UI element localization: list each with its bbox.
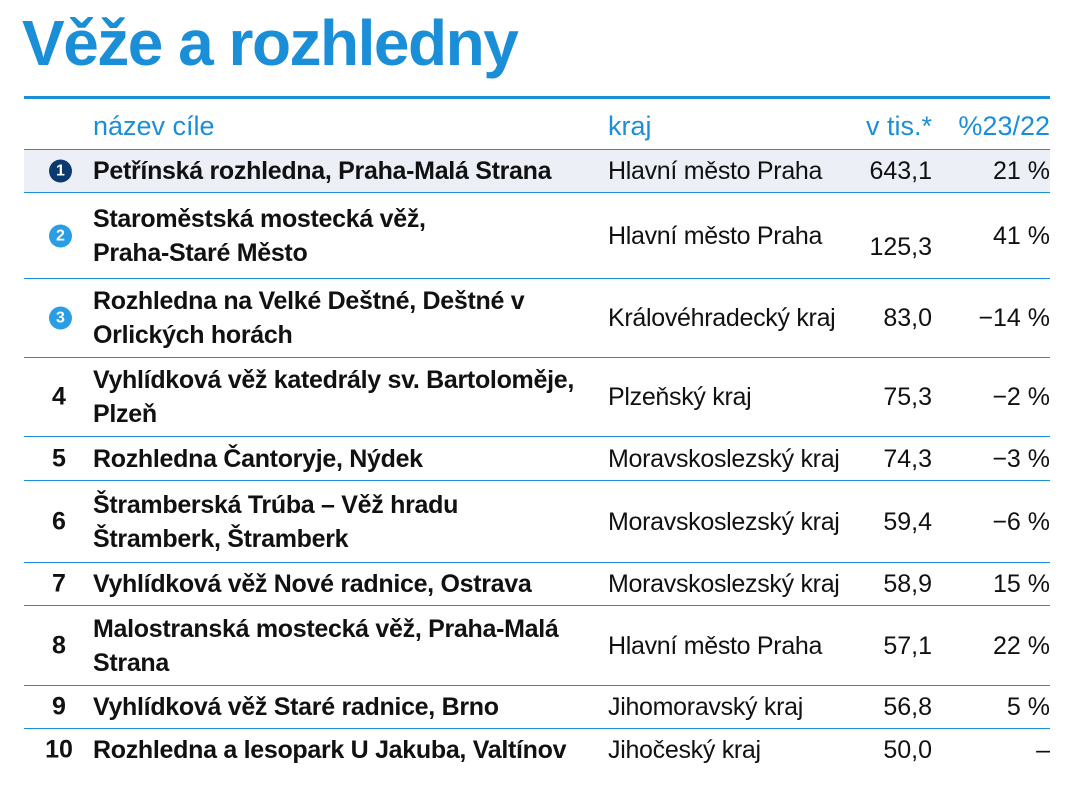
row-change: −2 % bbox=[992, 383, 1050, 411]
rank-badge: 3 bbox=[49, 306, 72, 330]
table-row: 9 Vyhlídková věž Staré radnice, Brno Jih… bbox=[24, 686, 1050, 729]
table-row: 6 Štramberská Trúba – Věž hradu Štramber… bbox=[24, 481, 1050, 563]
table-row: 4 Vyhlídková věž katedrály sv. Bartolomě… bbox=[24, 358, 1050, 437]
rank-badge: 2 bbox=[49, 224, 72, 247]
column-header-region: kraj bbox=[608, 111, 652, 141]
row-value: 643,1 bbox=[869, 157, 932, 185]
row-value: 58,9 bbox=[883, 570, 932, 598]
row-name: Vyhlídková věž Nové radnice, Ostrava bbox=[93, 570, 532, 598]
row-rank: 4 bbox=[52, 382, 66, 411]
row-region: Jihočeský kraj bbox=[608, 736, 761, 764]
table-header: název cíle kraj v tis.* %23/22 bbox=[24, 99, 1050, 150]
table-row: 10 Rozhledna a lesopark U Jakuba, Valtín… bbox=[24, 729, 1050, 771]
row-name: Štramberská Trúba – Věž hradu Štramberk,… bbox=[93, 490, 459, 553]
row-rank: 10 bbox=[45, 735, 73, 764]
row-value: 125,3 bbox=[869, 233, 932, 262]
rank-badge: 1 bbox=[49, 159, 72, 183]
row-name: Petřínská rozhledna, Praha-Malá Strana bbox=[93, 157, 552, 185]
row-name: Rozhledna Čantoryje, Nýdek bbox=[93, 444, 423, 473]
row-region: Moravskoslezský kraj bbox=[608, 507, 840, 536]
row-change: 41 % bbox=[993, 221, 1050, 250]
row-region: Moravskoslezský kraj bbox=[608, 570, 840, 598]
row-change: 22 % bbox=[993, 631, 1050, 660]
page-title: Věže a rozhledny bbox=[22, 7, 519, 79]
row-region: Plzeňský kraj bbox=[608, 383, 752, 411]
row-name: Malostranská mostecká věž, Praha-Malá St… bbox=[93, 614, 559, 677]
table-row: 5 Rozhledna Čantoryje, Nýdek Moravskosle… bbox=[24, 437, 1050, 481]
row-value: 59,4 bbox=[883, 507, 932, 536]
row-value: 57,1 bbox=[883, 631, 932, 660]
column-header-change: %23/22 bbox=[958, 111, 1050, 141]
row-region: Jihomoravský kraj bbox=[608, 693, 803, 721]
row-change: −14 % bbox=[978, 304, 1050, 332]
row-name: Vyhlídková věž katedrály sv. Bartoloměje… bbox=[93, 366, 574, 428]
row-region: Hlavní město Praha bbox=[608, 221, 823, 250]
table-row: 2 Staroměstská mostecká věž, Praha-Staré… bbox=[24, 193, 1050, 279]
row-name: Vyhlídková věž Staré radnice, Brno bbox=[93, 693, 499, 721]
row-value: 83,0 bbox=[883, 304, 932, 332]
row-name: Rozhledna na Velké Deštné, Deštné v Orli… bbox=[93, 287, 525, 349]
row-value: 75,3 bbox=[883, 383, 932, 411]
row-region: Hlavní město Praha bbox=[608, 157, 823, 185]
row-rank: 8 bbox=[52, 631, 66, 659]
table-row: 7 Vyhlídková věž Nové radnice, Ostrava M… bbox=[24, 563, 1050, 606]
row-name: Rozhledna a lesopark U Jakuba, Valtínov bbox=[93, 736, 567, 764]
row-region: Královéhradecký kraj bbox=[608, 304, 836, 332]
row-change: 21 % bbox=[993, 157, 1050, 185]
row-value: 56,8 bbox=[883, 693, 932, 721]
row-change: 5 % bbox=[1006, 693, 1050, 721]
row-rank: 9 bbox=[52, 692, 66, 721]
column-header-name: název cíle bbox=[93, 111, 215, 141]
row-rank: 5 bbox=[52, 444, 66, 472]
row-region: Hlavní město Praha bbox=[608, 631, 823, 660]
title-divider bbox=[24, 96, 1050, 99]
row-value: 50,0 bbox=[883, 736, 932, 764]
table-row: 3 Rozhledna na Velké Deštné, Deštné v Or… bbox=[24, 279, 1050, 358]
row-change: – bbox=[1036, 736, 1050, 764]
row-rank: 6 bbox=[52, 507, 66, 535]
row-change: −6 % bbox=[992, 507, 1050, 536]
row-value: 74,3 bbox=[883, 444, 932, 473]
row-name: Staroměstská mostecká věž, Praha-Staré M… bbox=[93, 204, 426, 267]
row-change: −3 % bbox=[992, 444, 1050, 473]
row-rank: 7 bbox=[52, 569, 66, 598]
column-header-value: v tis.* bbox=[865, 111, 932, 141]
row-change: 15 % bbox=[993, 570, 1050, 598]
row-region: Moravskoslezský kraj bbox=[608, 444, 840, 473]
table-row: 1 Petřínská rozhledna, Praha-Malá Strana… bbox=[24, 150, 1050, 193]
table-row: 8 Malostranská mostecká věž, Praha-Malá … bbox=[24, 606, 1050, 686]
